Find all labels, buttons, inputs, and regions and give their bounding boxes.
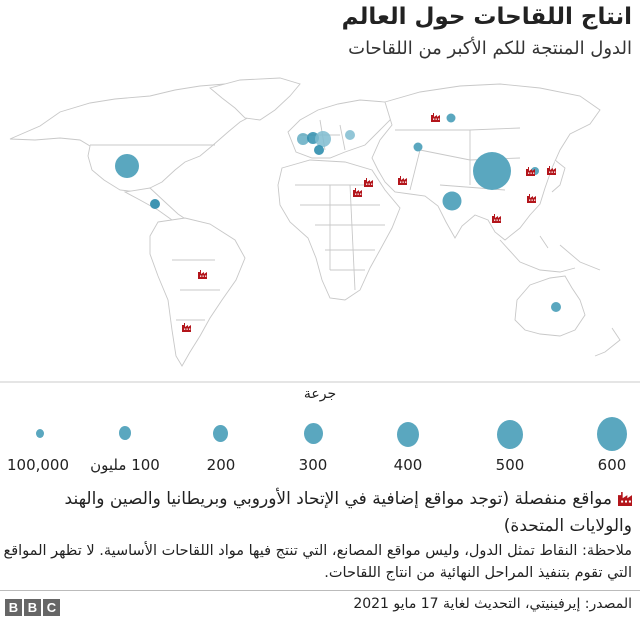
chart-subtitle: الدول المنتجة للكم الأكبر من اللقاحات — [348, 38, 632, 59]
legend-title: جرعة — [303, 386, 337, 402]
bubble-uk — [297, 133, 309, 145]
legend-bubble-200 — [213, 425, 228, 442]
map-divider — [0, 381, 640, 383]
bubble-russia-west — [345, 130, 355, 140]
footer-divider — [0, 590, 640, 591]
land-outlines — [9, 77, 621, 367]
legend-bubble-100k — [36, 429, 44, 438]
legend-label-100m: 100 مليون — [90, 456, 160, 474]
bubble-switzerland — [314, 145, 324, 155]
legend-label-500: 500 — [495, 456, 525, 474]
bubble-cuba — [150, 199, 160, 209]
bubble-usa — [115, 154, 139, 178]
world-map — [9, 77, 621, 367]
bubble-kazakhstan — [413, 142, 423, 152]
legend-bubble-100m — [119, 426, 131, 440]
legend-label-100k: 100,000 — [6, 456, 70, 474]
footnote: ملاحظة: النقاط تمثل الدول، وليس مواقع ال… — [3, 543, 632, 581]
legend-label-400: 400 — [393, 456, 423, 474]
production-bubbles — [115, 113, 561, 312]
bubble-australia — [551, 302, 561, 312]
legend-bubble-300 — [304, 423, 323, 444]
bbc-logo: B B C — [5, 599, 60, 616]
bubble-india — [442, 191, 462, 211]
legend-bubble-500 — [497, 420, 523, 449]
source-text: المصدر: إيرفينيتي، التحديث لغاية 17 مايو… — [353, 596, 632, 612]
legend-label-600: 600 — [597, 456, 627, 474]
bubble-russia-east — [446, 113, 456, 123]
chart-title: انتاج اللقاحات حول العالم — [341, 4, 632, 30]
bubble-germany — [315, 131, 331, 147]
legend-bubble-400 — [397, 422, 419, 447]
legend-label-200: 200 — [206, 456, 236, 474]
factory-legend-text: مواقع منفصلة (توجد مواقع إضافية في الإتح… — [64, 489, 632, 536]
legend-label-300: 300 — [298, 456, 328, 474]
bubble-china — [473, 152, 511, 190]
factory-legend: مواقع منفصلة (توجد مواقع إضافية في الإتح… — [22, 486, 632, 540]
legend-bubble-600 — [597, 417, 627, 451]
factory-icon — [618, 492, 632, 506]
